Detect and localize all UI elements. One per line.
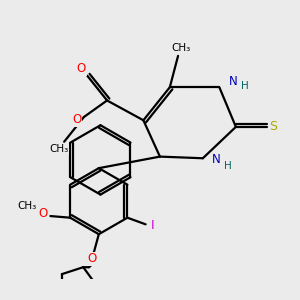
Text: H: H bbox=[241, 81, 249, 91]
Text: O: O bbox=[77, 62, 86, 75]
Text: CH₃: CH₃ bbox=[172, 43, 191, 52]
Text: N: N bbox=[229, 75, 237, 88]
Text: O: O bbox=[72, 113, 81, 126]
Text: CH₃: CH₃ bbox=[50, 144, 69, 154]
Text: N: N bbox=[212, 153, 221, 167]
Text: H: H bbox=[224, 160, 232, 170]
Text: CH₃: CH₃ bbox=[17, 201, 36, 211]
Text: I: I bbox=[150, 220, 154, 232]
Text: O: O bbox=[38, 207, 48, 220]
Text: S: S bbox=[269, 120, 277, 134]
Text: O: O bbox=[88, 253, 97, 266]
